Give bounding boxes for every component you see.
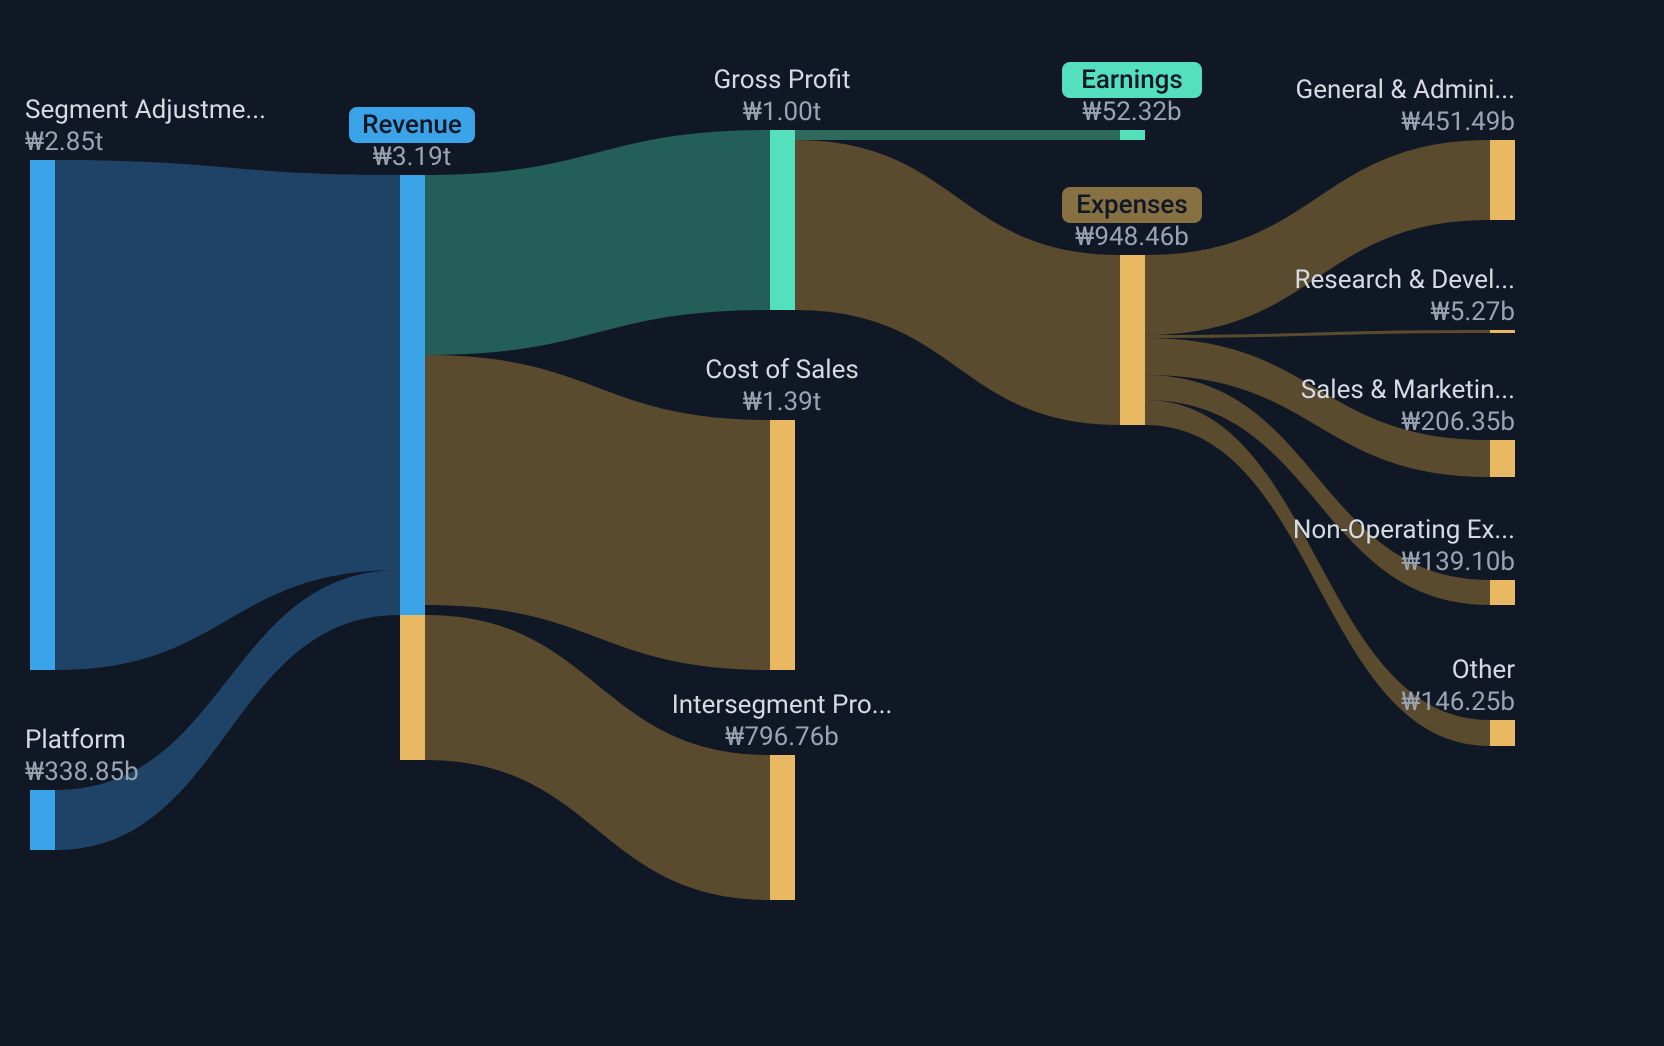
- sankey-node[interactable]: [1490, 720, 1515, 746]
- sankey-node[interactable]: [1490, 440, 1515, 477]
- node-value: ₩206.35b: [1401, 407, 1515, 437]
- node-label: Research & Devel...: [1294, 265, 1515, 295]
- node-value: ₩2.85t: [25, 127, 103, 157]
- sankey-node[interactable]: [400, 615, 425, 760]
- node-label: Gross Profit: [713, 65, 850, 95]
- sankey-link[interactable]: [795, 130, 1120, 140]
- node-value: ₩146.25b: [1401, 687, 1515, 717]
- sankey-node[interactable]: [770, 130, 795, 310]
- sankey-node[interactable]: [30, 160, 55, 670]
- node-label: Other: [1452, 655, 1516, 685]
- node-value: ₩3.19t: [373, 142, 451, 172]
- node-value: ₩451.49b: [1401, 107, 1515, 137]
- node-label: Intersegment Pro...: [672, 690, 893, 720]
- sankey-chart: Segment Adjustme...₩2.85t Platform₩338.85…: [0, 0, 1664, 1046]
- node-label: Expenses: [1076, 190, 1187, 220]
- node-value: ₩5.27b: [1430, 297, 1515, 327]
- sankey-node[interactable]: [30, 790, 55, 850]
- sankey-link[interactable]: [1145, 330, 1490, 338]
- node-label: Sales & Marketin...: [1301, 375, 1515, 405]
- node-label: Revenue: [362, 110, 462, 140]
- node-value: ₩338.85b: [25, 757, 139, 787]
- node-label: Cost of Sales: [705, 355, 859, 385]
- sankey-node[interactable]: [1490, 140, 1515, 220]
- node-value: ₩1.39t: [743, 387, 821, 417]
- sankey-node[interactable]: [770, 420, 795, 670]
- node-value: ₩948.46b: [1075, 222, 1189, 252]
- sankey-link[interactable]: [425, 130, 770, 355]
- sankey-node[interactable]: [1120, 130, 1145, 140]
- node-label: Platform: [25, 725, 126, 755]
- node-label: General & Admini...: [1296, 75, 1515, 105]
- sankey-node[interactable]: [1120, 255, 1145, 425]
- node-value: ₩1.00t: [743, 97, 821, 127]
- node-value: ₩139.10b: [1401, 547, 1515, 577]
- sankey-node[interactable]: [1490, 580, 1515, 605]
- node-label: Non-Operating Ex...: [1293, 515, 1515, 545]
- node-value: ₩796.76b: [725, 722, 839, 752]
- node-label: Earnings: [1081, 65, 1183, 95]
- node-label: Segment Adjustme...: [25, 95, 266, 125]
- sankey-node[interactable]: [1490, 330, 1515, 333]
- sankey-node[interactable]: [770, 755, 795, 900]
- sankey-node[interactable]: [400, 175, 425, 615]
- node-value: ₩52.32b: [1082, 97, 1181, 127]
